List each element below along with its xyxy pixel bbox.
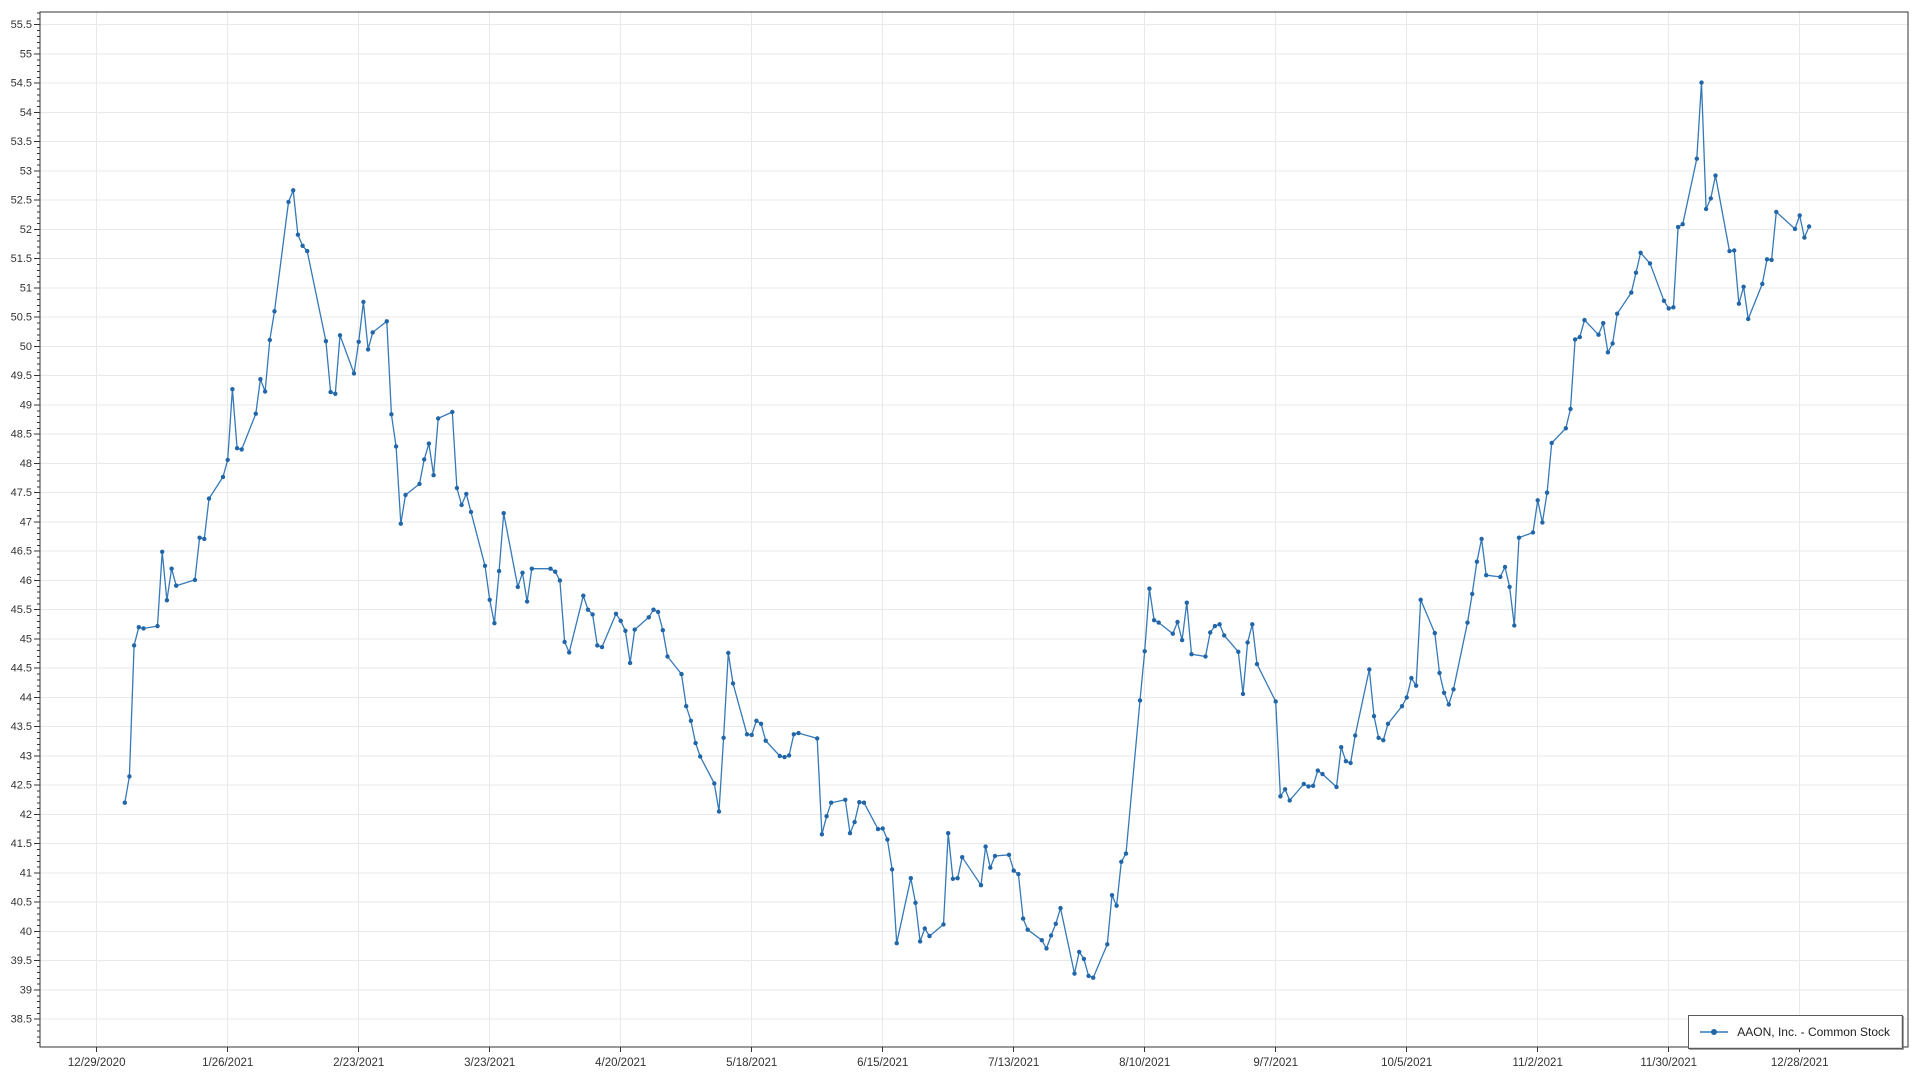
svg-text:39.5: 39.5 [11, 955, 32, 967]
svg-text:40: 40 [20, 926, 32, 938]
svg-text:55: 55 [20, 48, 32, 60]
svg-text:53: 53 [20, 165, 32, 177]
svg-text:12/29/2020: 12/29/2020 [68, 1057, 126, 1069]
svg-text:48: 48 [20, 458, 32, 470]
svg-text:11/2/2021: 11/2/2021 [1513, 1057, 1563, 1069]
svg-text:46.5: 46.5 [11, 546, 32, 558]
svg-text:9/7/2021: 9/7/2021 [1253, 1057, 1298, 1069]
svg-text:43.5: 43.5 [11, 721, 32, 733]
svg-text:48.5: 48.5 [11, 429, 32, 441]
svg-text:45.5: 45.5 [11, 604, 32, 616]
svg-text:4/20/2021: 4/20/2021 [595, 1057, 646, 1069]
legend: AAON, Inc. - Common Stock [1688, 1015, 1903, 1049]
svg-text:12/28/2021: 12/28/2021 [1771, 1057, 1829, 1069]
legend-label: AAON, Inc. - Common Stock [1737, 1025, 1890, 1039]
svg-text:54.5: 54.5 [11, 78, 32, 90]
svg-text:50: 50 [20, 341, 32, 353]
svg-text:47: 47 [20, 516, 32, 528]
svg-text:45: 45 [20, 633, 32, 645]
svg-text:41: 41 [20, 867, 32, 879]
svg-text:39: 39 [20, 984, 32, 996]
svg-text:51: 51 [20, 282, 32, 294]
svg-text:41.5: 41.5 [11, 838, 32, 850]
svg-text:52: 52 [20, 224, 32, 236]
svg-text:55.5: 55.5 [11, 19, 32, 31]
svg-text:49: 49 [20, 399, 32, 411]
legend-line-marker-icon [1700, 1029, 1729, 1035]
svg-text:10/5/2021: 10/5/2021 [1381, 1057, 1432, 1069]
svg-text:51.5: 51.5 [11, 253, 32, 265]
svg-text:52.5: 52.5 [11, 195, 32, 207]
svg-text:3/23/2021: 3/23/2021 [464, 1057, 515, 1069]
svg-text:6/15/2021: 6/15/2021 [857, 1057, 908, 1069]
svg-text:11/30/2021: 11/30/2021 [1640, 1057, 1697, 1069]
svg-text:43: 43 [20, 750, 32, 762]
svg-text:42: 42 [20, 809, 32, 821]
svg-text:50.5: 50.5 [11, 312, 32, 324]
svg-text:44: 44 [20, 692, 32, 704]
svg-text:53.5: 53.5 [11, 136, 32, 148]
svg-text:38.5: 38.5 [11, 1014, 32, 1026]
svg-text:40.5: 40.5 [11, 897, 32, 909]
svg-text:2/23/2021: 2/23/2021 [333, 1057, 384, 1069]
svg-text:46: 46 [20, 575, 32, 587]
svg-text:47.5: 47.5 [11, 487, 32, 499]
svg-text:1/26/2021: 1/26/2021 [202, 1057, 253, 1069]
svg-text:49.5: 49.5 [11, 370, 32, 382]
svg-text:5/18/2021: 5/18/2021 [726, 1057, 777, 1069]
svg-text:42.5: 42.5 [11, 780, 32, 792]
svg-text:7/13/2021: 7/13/2021 [988, 1057, 1039, 1069]
svg-text:8/10/2021: 8/10/2021 [1119, 1057, 1170, 1069]
svg-text:44.5: 44.5 [11, 663, 32, 675]
svg-text:54: 54 [20, 107, 32, 119]
